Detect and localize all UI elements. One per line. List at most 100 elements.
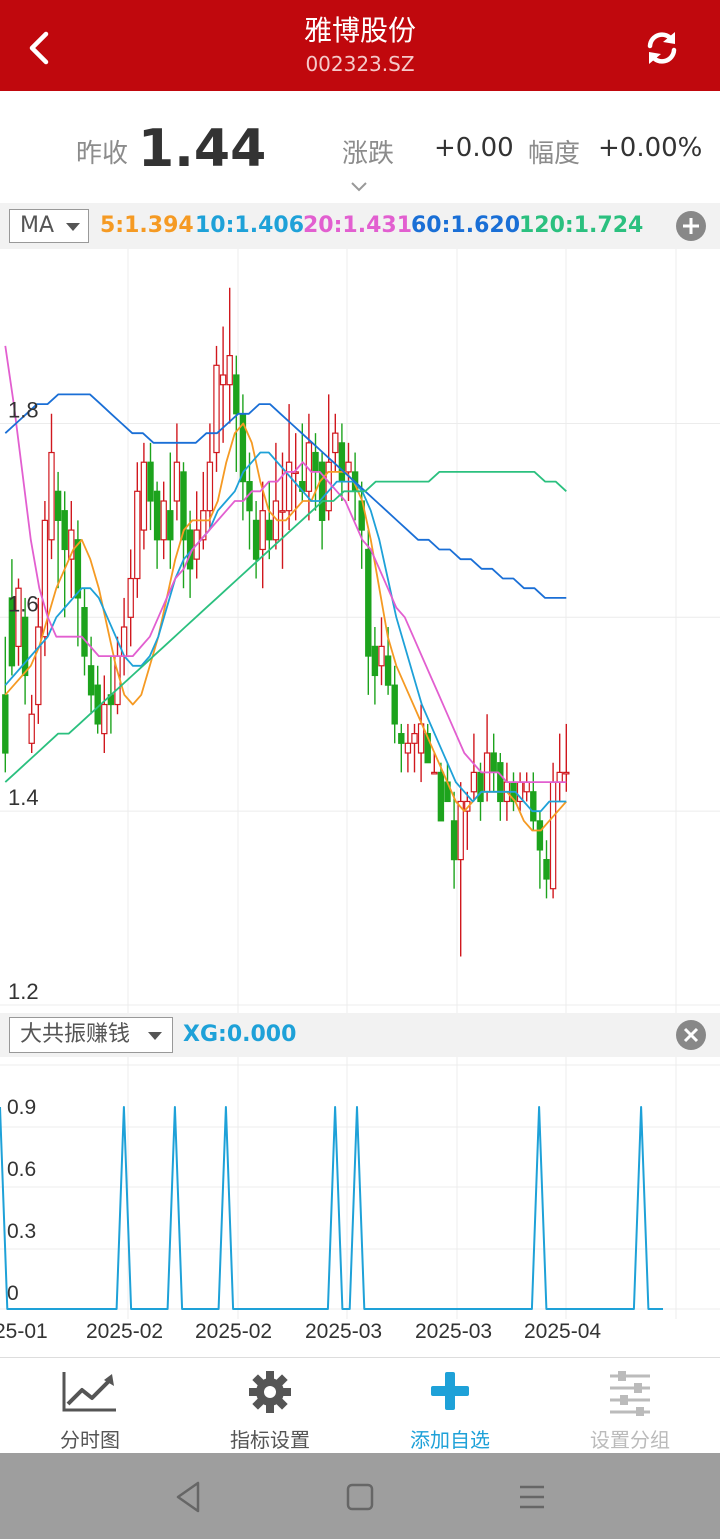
ma-legend-bar: MA 5:1.394 10:1.406 20:1.431 60:1.620 12…: [0, 203, 720, 249]
nav-back-button[interactable]: [170, 1479, 210, 1515]
prev-close-label: 昨收: [76, 139, 129, 169]
refresh-icon: [647, 32, 677, 64]
candle-body: [134, 490, 141, 580]
candle-body: [384, 655, 392, 686]
candle-body: [167, 510, 174, 541]
candle-body: [213, 364, 220, 454]
y-axis-label: 0: [7, 1282, 19, 1305]
close-icon: [683, 1027, 699, 1043]
x-axis-label: 2025-04: [524, 1320, 601, 1343]
candle-body: [15, 587, 22, 647]
candle-body: [536, 820, 544, 851]
candle-body: [325, 461, 332, 512]
ma-line-ma60: [4, 393, 567, 599]
x-axis-label: 2025-03: [415, 1320, 492, 1343]
range-value: +0.00%: [598, 133, 703, 163]
candle-body: [74, 539, 82, 599]
add-indicator-button[interactable]: [676, 211, 706, 241]
y-axis-label: 1.2: [8, 979, 39, 1004]
tab-label: 指标设置: [230, 1428, 310, 1452]
candle-body: [457, 800, 464, 861]
ma120-value: 120:1.724: [519, 213, 644, 238]
dropdown-arrow-icon: [148, 1032, 162, 1040]
candle-body: [233, 374, 240, 415]
candle-body: [450, 820, 458, 861]
candle-body: [563, 771, 570, 775]
candle-body: [153, 490, 161, 541]
x-axis-label: 25-01: [0, 1320, 48, 1343]
ma-line-ma120: [4, 470, 567, 783]
candle-body: [54, 490, 62, 521]
candle-body: [523, 781, 530, 793]
candle-body: [101, 703, 108, 735]
candle-body: [391, 684, 398, 725]
candle-body: [424, 733, 431, 764]
range-label: 幅度: [528, 139, 581, 169]
candle-body: [48, 451, 55, 541]
sliders-icon: [610, 1371, 650, 1416]
gear-icon: [249, 1371, 291, 1413]
candle-body: [259, 510, 266, 551]
candle-body: [378, 645, 385, 667]
ma20-value: 20:1.431: [303, 213, 413, 238]
plus-circle-icon: [683, 218, 699, 234]
candle-body: [530, 791, 537, 822]
candle-body: [318, 461, 326, 521]
indicator-bar: 大共振赚钱 XG:0.000: [0, 1013, 720, 1057]
candle-body: [35, 626, 42, 706]
candle-body: [312, 451, 319, 473]
nav-menu-button[interactable]: [512, 1479, 552, 1515]
title-block: 雅博股份 002323.SZ: [160, 12, 560, 78]
back-button[interactable]: [22, 28, 58, 68]
tab-label: 设置分组: [590, 1428, 670, 1452]
candle-body: [8, 597, 16, 667]
candle-body: [87, 665, 95, 696]
tab-time-chart[interactable]: 分时图: [0, 1358, 180, 1454]
x-axis-label: 2025-03: [305, 1320, 382, 1343]
bottom-tab-bar: 分时图 指标设置: [0, 1357, 720, 1453]
candle-body: [206, 461, 214, 512]
indicator-chart[interactable]: 0.9 0.6 0.3 0 25-01 2025-02 2025-02 2025-03 2025…: [0, 1057, 720, 1357]
ma60-value: 60:1.620: [411, 213, 521, 238]
candle-body: [266, 519, 273, 541]
tab-add-watchlist[interactable]: 添加自选: [360, 1358, 540, 1454]
nav-home-button[interactable]: [340, 1479, 380, 1515]
candle-body: [252, 519, 260, 560]
candle-body: [147, 461, 154, 502]
stock-code: 002323.SZ: [305, 52, 415, 76]
tab-indicator-settings[interactable]: 指标设置: [180, 1358, 360, 1454]
refresh-button[interactable]: [642, 28, 682, 68]
candle-body: [173, 461, 181, 502]
ma-line-ma20: [4, 345, 567, 783]
candle-body: [21, 616, 29, 677]
candle-body: [200, 510, 207, 541]
candle-body: [226, 355, 233, 386]
dropdown-arrow-icon: [66, 223, 80, 231]
candle-body: [398, 733, 405, 744]
candle-body: [81, 607, 88, 657]
candle-body: [41, 519, 49, 638]
candle-body: [279, 510, 286, 513]
candle-body: [2, 694, 9, 754]
y-axis-label: 0.3: [7, 1220, 36, 1243]
candle-body: [127, 577, 134, 618]
indicator-selector[interactable]: 大共振赚钱: [9, 1017, 173, 1053]
ma-selector[interactable]: MA: [9, 209, 89, 243]
candle-body: [431, 771, 438, 775]
line-chart-icon: [62, 1372, 116, 1412]
x-axis-label: 2025-02: [86, 1320, 163, 1343]
candle-body: [68, 529, 75, 560]
y-axis-label: 0.6: [7, 1158, 36, 1181]
tab-label: 添加自选: [410, 1428, 490, 1452]
close-indicator-button[interactable]: [676, 1020, 706, 1050]
candle-body: [285, 461, 293, 512]
tab-set-group[interactable]: 设置分组: [540, 1358, 720, 1454]
chevron-down-icon[interactable]: [350, 181, 368, 193]
candle-body: [411, 733, 418, 744]
ma-selector-label: MA: [20, 213, 55, 238]
quote-panel: 昨收 1.44 涨跌 +0.00 幅度 +0.00%: [0, 91, 720, 203]
candle-body: [549, 781, 557, 890]
change-value: +0.00: [434, 133, 514, 163]
candlestick-chart[interactable]: 1.8 1.6 1.4 1.2: [0, 249, 720, 1013]
xg-signal-line: [0, 1106, 663, 1310]
